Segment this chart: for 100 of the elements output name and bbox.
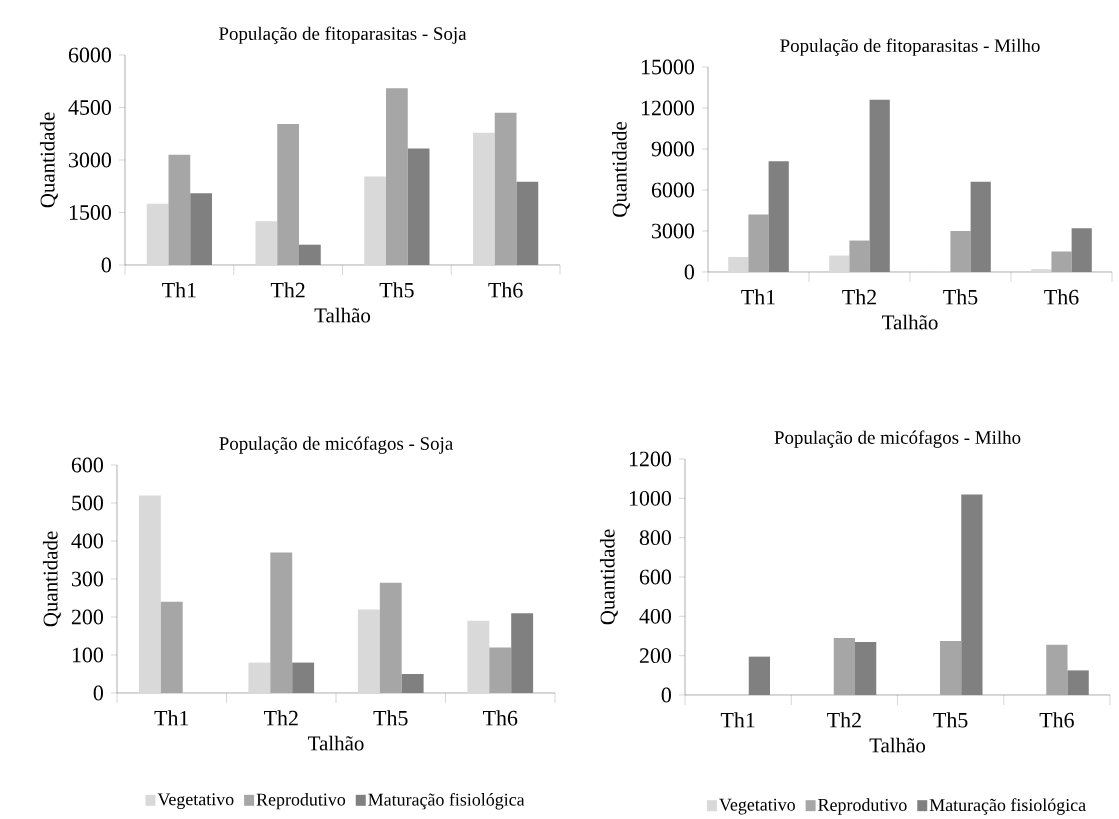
- bar: [748, 656, 771, 695]
- bar: [516, 181, 539, 265]
- x-tick-label: Th1: [741, 289, 775, 305]
- legend-label: Maturação fisiológica: [368, 792, 525, 810]
- bar: [255, 221, 278, 265]
- y-tick-label: 9000: [651, 141, 694, 157]
- x-axis-title: Talhão: [882, 314, 938, 330]
- y-tick-label: 0: [661, 687, 671, 703]
- bar: [473, 132, 495, 265]
- y-tick-label: 600: [639, 569, 671, 585]
- x-tick-label: Th2: [264, 710, 298, 726]
- y-tick-label: 200: [71, 609, 103, 625]
- legend-label: Reprodutivo: [818, 798, 907, 815]
- x-tick-label: Th2: [270, 282, 305, 298]
- bar: [357, 609, 380, 693]
- bar: [494, 112, 517, 265]
- y-axis-title: Quantidade: [39, 112, 58, 208]
- chart-title: População de fitoparasitas - Milho: [780, 38, 1040, 56]
- bar: [970, 181, 991, 272]
- bar: [849, 240, 870, 272]
- y-tick-label: 6000: [68, 47, 111, 63]
- bar: [299, 244, 321, 265]
- x-tick-label: Th2: [842, 289, 876, 305]
- bar: [270, 552, 293, 693]
- chart-title: População de micófagos - Milho: [774, 430, 1021, 448]
- y-tick-label: 400: [71, 533, 103, 549]
- bar: [728, 256, 749, 272]
- x-tick-label: Th1: [162, 282, 196, 298]
- y-tick-label: 1000: [629, 490, 671, 506]
- bar: [1046, 644, 1068, 695]
- bar: [833, 637, 856, 695]
- y-tick-label: 12000: [641, 100, 694, 116]
- y-tick-label: 200: [639, 648, 671, 664]
- y-tick-label: 15000: [641, 59, 694, 75]
- chart-title: População de micófagos - Soja: [219, 436, 453, 454]
- y-tick-label: 600: [71, 457, 103, 473]
- bar: [1031, 269, 1052, 272]
- x-tick-label: Th6: [488, 282, 523, 298]
- y-tick-label: 1500: [69, 205, 111, 220]
- x-tick-label: Th1: [154, 710, 189, 726]
- x-tick-label: Th5: [373, 710, 408, 726]
- bar: [407, 148, 430, 265]
- bar: [855, 641, 877, 695]
- bar: [277, 123, 300, 265]
- y-tick-label: 0: [101, 257, 111, 273]
- y-tick-label: 500: [72, 495, 103, 511]
- y-tick-label: 3000: [652, 223, 694, 239]
- y-tick-label: 400: [639, 608, 671, 624]
- bar: [386, 88, 408, 265]
- legend-label: Maturação fisiológica: [929, 798, 1086, 815]
- y-tick-label: 0: [93, 685, 103, 701]
- y-tick-label: 1200: [629, 451, 671, 467]
- bar: [190, 193, 213, 265]
- y-tick-label: 800: [639, 530, 671, 546]
- bar: [869, 99, 890, 272]
- legend-label: Reprodutivo: [256, 793, 346, 810]
- bar: [138, 495, 161, 693]
- y-axis-title: Quantidade: [599, 529, 618, 625]
- bar: [768, 161, 789, 272]
- y-tick-label: 6000: [651, 182, 694, 198]
- bar: [292, 662, 315, 693]
- x-tick-label: Th6: [1039, 712, 1074, 728]
- y-tick-label: 0: [684, 264, 694, 280]
- bar: [748, 214, 769, 272]
- y-tick-label: 100: [72, 647, 103, 663]
- y-tick-label: 3000: [69, 152, 111, 168]
- x-axis-title: Talhão: [314, 307, 371, 323]
- x-tick-label: Th5: [943, 289, 978, 305]
- bar: [379, 582, 402, 693]
- legend-label: Vegetativo: [719, 798, 795, 815]
- bar: [160, 601, 183, 693]
- x-axis-title: Talhão: [308, 735, 364, 751]
- x-tick-label: Th6: [1044, 289, 1079, 305]
- x-tick-label: Th6: [483, 710, 518, 726]
- bar: [511, 613, 534, 693]
- x-tick-label: Th5: [933, 712, 968, 728]
- bar: [1071, 228, 1092, 272]
- bar: [467, 620, 490, 693]
- bar: [401, 673, 424, 693]
- bar: [940, 640, 962, 695]
- x-tick-label: Th1: [720, 712, 755, 728]
- y-axis-title: Quantidade: [611, 121, 630, 217]
- bar: [146, 203, 169, 265]
- x-axis-title: Talhão: [869, 737, 926, 753]
- y-tick-label: 300: [72, 571, 103, 587]
- bar: [248, 662, 271, 693]
- x-tick-label: Th2: [827, 712, 861, 728]
- legend-label: Vegetativo: [157, 793, 234, 810]
- bar: [489, 647, 512, 693]
- bar: [961, 494, 983, 695]
- bar: [364, 176, 387, 265]
- chart-title: População de fitoparasitas - Soja: [219, 26, 467, 44]
- bar: [1067, 670, 1089, 695]
- bar: [950, 230, 971, 272]
- y-tick-label: 4500: [68, 100, 111, 115]
- bar: [829, 255, 850, 272]
- y-axis-title: Quantidade: [42, 531, 61, 627]
- bar: [168, 154, 191, 265]
- bar: [1051, 251, 1072, 272]
- x-tick-label: Th5: [379, 282, 414, 298]
